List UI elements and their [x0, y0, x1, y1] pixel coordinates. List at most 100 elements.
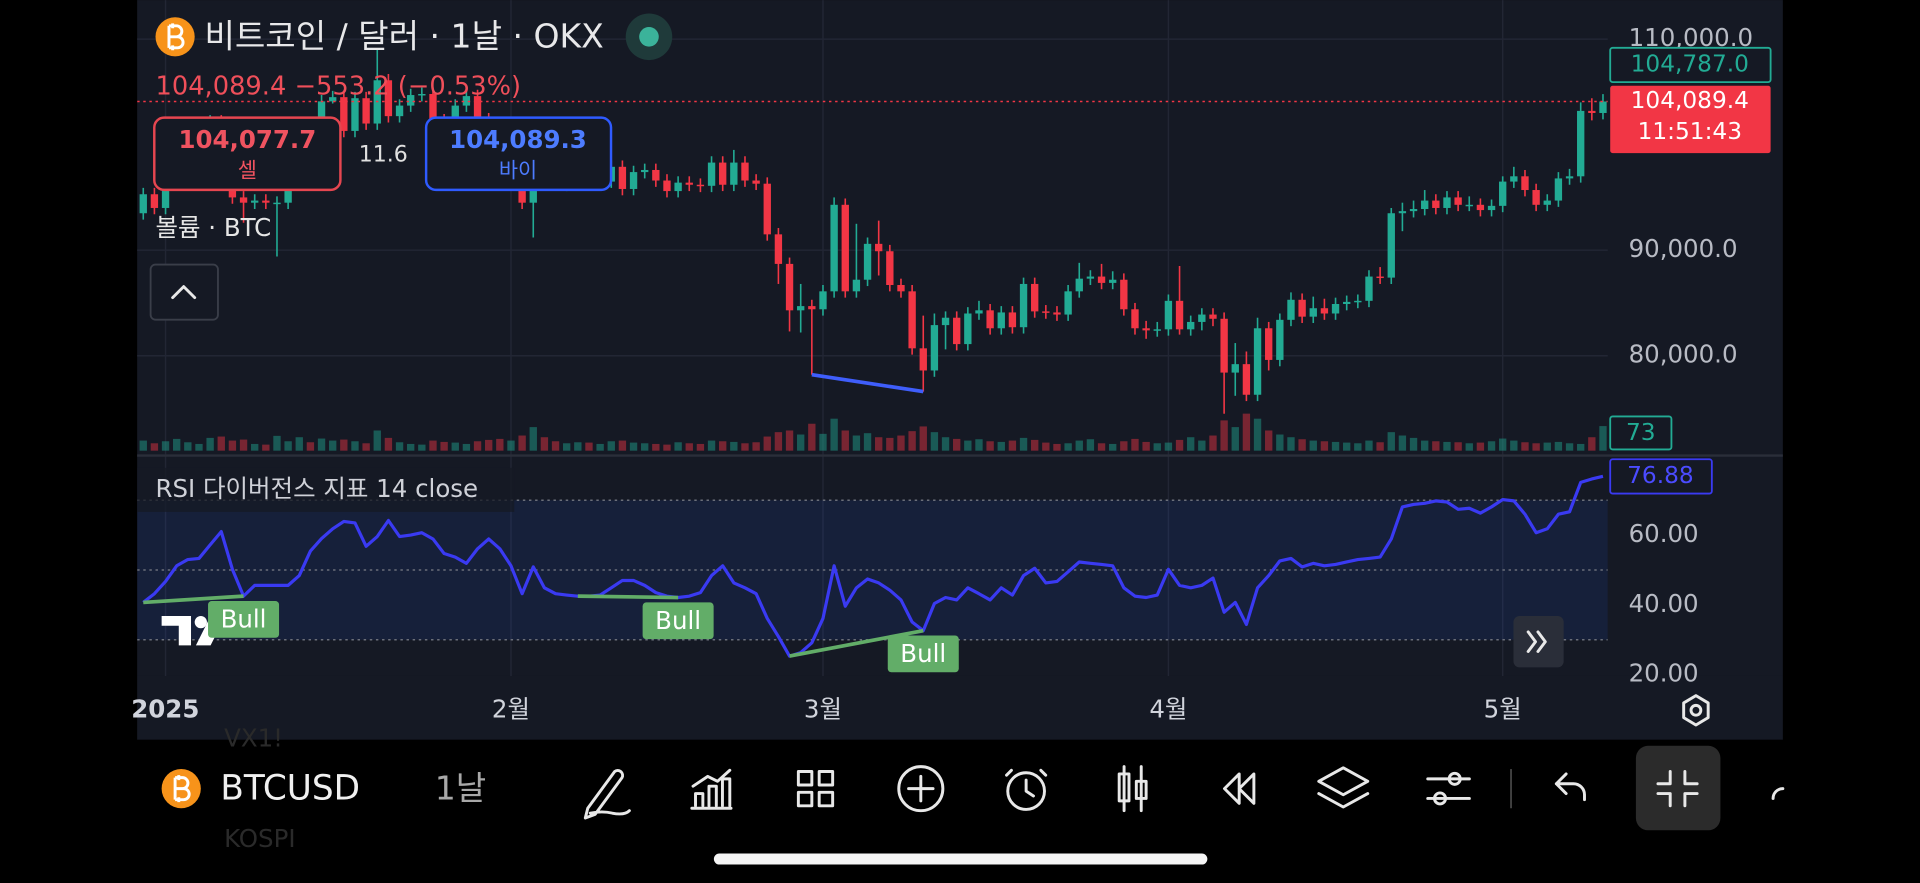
- volume-bar: [1398, 435, 1407, 451]
- add-icon-plus: [907, 774, 935, 803]
- volume-bar: [1276, 434, 1284, 451]
- home-indicator: [713, 853, 1208, 865]
- candle-body: [886, 251, 894, 286]
- x-tick-label: 5월: [1484, 694, 1522, 723]
- volume-bar: [964, 440, 972, 451]
- draw-icon[interactable]: [583, 769, 631, 820]
- volume-bar: [774, 432, 783, 451]
- sell-button[interactable]: [153, 116, 342, 192]
- volume-bar: [1543, 442, 1551, 451]
- slider-knob: [1447, 771, 1462, 786]
- volume-bar: [563, 443, 571, 451]
- volume-bar: [173, 438, 181, 451]
- x-tick-label: 4월: [1149, 694, 1187, 723]
- candle-body: [1521, 176, 1529, 191]
- volume-bar: [1387, 432, 1395, 451]
- collapse-button[interactable]: [149, 263, 219, 321]
- chart-type-icon[interactable]: [1117, 765, 1148, 813]
- candle-body: [674, 182, 682, 192]
- bull-label: Bull: [221, 605, 267, 634]
- candle-body: [1331, 303, 1340, 314]
- settings-icon-center: [1689, 703, 1703, 717]
- market-status-dot: [639, 27, 659, 47]
- volume-bar: [618, 440, 627, 451]
- undo-icon[interactable]: [1554, 772, 1586, 802]
- volume-bar: [473, 441, 482, 451]
- volume-bar: [1086, 439, 1095, 451]
- more-icon[interactable]: [1771, 787, 1785, 800]
- candle-body: [1565, 176, 1574, 179]
- time-axis: [137, 675, 1783, 740]
- volume-bar: [1331, 441, 1340, 451]
- volume-bar: [1532, 443, 1540, 451]
- volume-bar: [407, 443, 415, 451]
- rsi-legend: RSI 다이버전스 지표 14 close: [156, 474, 479, 503]
- candle-body: [730, 162, 738, 185]
- volume-bar: [953, 438, 961, 451]
- replay-icon[interactable]: [1223, 772, 1256, 805]
- volume-bar: [674, 442, 682, 451]
- volume-bar: [1443, 441, 1451, 451]
- rsi-tick-label: 60.00: [1629, 519, 1699, 548]
- volume-bar: [507, 440, 515, 451]
- add-icon[interactable]: [897, 765, 945, 813]
- volume-bar: [1421, 440, 1429, 451]
- candle-body: [1599, 101, 1607, 113]
- volume-bar: [1577, 443, 1585, 451]
- candle-body: [1387, 213, 1395, 278]
- volume-bar: [529, 427, 537, 451]
- volume-bar: [685, 443, 693, 451]
- volume-bar: [217, 436, 225, 451]
- buy-button[interactable]: [424, 116, 613, 192]
- scroll-latest[interactable]: [1513, 615, 1564, 668]
- candle-body: [473, 96, 482, 120]
- spread: 11.6: [359, 143, 408, 168]
- volume-bar: [1343, 442, 1351, 451]
- toolbar-interval[interactable]: 1날: [435, 768, 486, 807]
- candle-body: [1409, 209, 1418, 212]
- candle-body: [1064, 291, 1072, 315]
- volume-bar: [663, 444, 671, 451]
- candle-body: [685, 182, 693, 185]
- candle-body: [1019, 283, 1028, 328]
- volume-bar: [1220, 420, 1228, 451]
- volume-bar: [228, 440, 237, 451]
- volume-bar: [1053, 443, 1061, 451]
- layers-icon[interactable]: [1317, 766, 1370, 809]
- volume-bar: [1265, 430, 1273, 451]
- volume-bar: [1019, 437, 1028, 451]
- candle-body: [150, 194, 159, 208]
- volume-bar: [919, 426, 927, 451]
- candle-body: [1432, 200, 1440, 208]
- candle-body: [139, 194, 147, 214]
- layout-icon[interactable]: [796, 770, 835, 808]
- volume-bar: [1042, 442, 1050, 451]
- candle-body: [1577, 110, 1585, 177]
- indicators-icon[interactable]: [690, 768, 733, 810]
- candle-body: [1175, 300, 1184, 330]
- candle-body: [1031, 283, 1039, 312]
- volume-legend: 볼륨 · BTC: [156, 213, 272, 242]
- candle-body: [629, 172, 638, 189]
- toolbar-symbol[interactable]: BTCUSD: [220, 768, 360, 808]
- volume-bar: [1432, 441, 1440, 451]
- volume-bar: [262, 444, 270, 451]
- candle-body: [1554, 178, 1563, 201]
- settings-icon[interactable]: [1682, 694, 1710, 727]
- fullscreen-button[interactable]: [1635, 745, 1721, 831]
- toolbar: VX1! KOSPI BTCUSD 1날: [161, 724, 1785, 853]
- candle-body: [852, 279, 861, 292]
- candle-body: [986, 310, 994, 329]
- alert-icon[interactable]: [1006, 771, 1046, 811]
- volume-bar: [1287, 437, 1295, 451]
- candle-body: [1376, 276, 1384, 279]
- candle-body: [719, 162, 727, 185]
- volume-bar: [797, 434, 805, 451]
- candle-body: [975, 310, 983, 314]
- candle-body: [273, 202, 281, 205]
- candle-body: [340, 97, 348, 131]
- y-tick-label: 90,000.0: [1629, 234, 1738, 263]
- volume-bar: [607, 441, 615, 451]
- volume-bar: [1409, 437, 1418, 451]
- fullscreen-icon: [1656, 770, 1699, 808]
